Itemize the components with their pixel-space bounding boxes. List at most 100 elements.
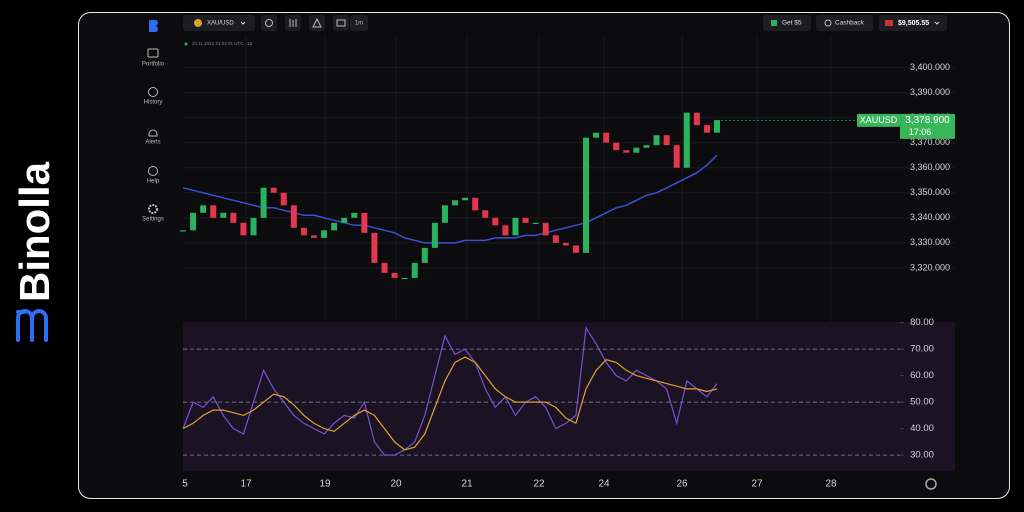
y-tick-label: 3,400.000 (910, 62, 950, 72)
x-tick-label: 22 (533, 479, 545, 490)
candle (663, 135, 670, 146)
timeframe[interactable]: 1m (355, 21, 363, 27)
candle (633, 147, 640, 153)
x-tick-label: 27 (751, 479, 763, 490)
x-tick-label: 19 (319, 479, 331, 490)
candle (411, 262, 418, 278)
dropdown-arrow (934, 21, 940, 25)
help-icon[interactable] (148, 166, 158, 176)
candle (552, 235, 559, 243)
nav-label[interactable]: Alerts (145, 140, 160, 146)
y-tick-label: 3,370.000 (910, 137, 950, 147)
tool-icon (312, 17, 322, 28)
y-tick-label: 3,320.000 (910, 262, 950, 272)
candle (250, 217, 257, 236)
x-tick-label: 28 (825, 479, 837, 490)
tool-icon (289, 19, 297, 27)
bonus-label[interactable]: Get $5 (782, 20, 802, 27)
tool-icon (265, 19, 273, 27)
chart-settings[interactable] (925, 478, 937, 490)
y-tick-label: 3,350.000 (910, 187, 950, 197)
candle (361, 212, 368, 233)
candle (371, 232, 378, 263)
app-logo (149, 20, 158, 32)
moving-average-line (182, 154, 718, 244)
nav-label[interactable]: Help (147, 179, 160, 185)
candle (270, 187, 277, 193)
candle (683, 112, 690, 168)
y-tick-label: 3,330.000 (910, 237, 950, 247)
y-tick-label: 40.00 (910, 423, 934, 434)
candle (391, 272, 398, 278)
bonus-icon (771, 20, 777, 26)
candle (703, 125, 710, 133)
x-tick-label: 24 (598, 479, 610, 490)
cashback-icon (824, 19, 832, 27)
balance-button[interactable] (879, 15, 947, 31)
candle (512, 217, 519, 236)
timeframe-button[interactable] (350, 15, 368, 31)
live-dot (184, 42, 188, 46)
account-flag (885, 20, 893, 26)
nav-label[interactable]: Settings (142, 217, 164, 223)
cashback-button[interactable] (816, 15, 873, 31)
price-tag-value: 3,378.900 (905, 115, 950, 126)
candle (603, 132, 610, 143)
candle (452, 200, 459, 206)
y-tick-label: 80.00 (910, 317, 934, 328)
x-tick-label: 20 (390, 479, 402, 490)
alerts-icon[interactable] (148, 129, 158, 137)
history-icon[interactable] (148, 87, 158, 97)
candle (593, 132, 600, 138)
y-tick-label: 50.00 (910, 397, 934, 408)
y-tick-label: 3,390.000 (910, 87, 950, 97)
charts: 3,400.0003,390.0003,380.0003,370.0003,36… (180, 35, 955, 490)
candle (673, 145, 680, 168)
candle (643, 145, 650, 148)
symbol[interactable]: XAU/USD (207, 21, 234, 27)
candle (260, 187, 267, 218)
candle (532, 222, 539, 225)
tool-button[interactable] (333, 15, 349, 31)
bonus-button[interactable] (763, 15, 811, 31)
candle (522, 217, 529, 223)
candle (693, 112, 700, 126)
portfolio-icon[interactable] (147, 48, 159, 58)
cashback-label[interactable]: Cashback (835, 20, 865, 27)
candle (331, 222, 338, 231)
candle (492, 217, 499, 226)
settings-icon[interactable] (148, 204, 158, 214)
price-tag-name-bg (857, 113, 900, 127)
tool-button[interactable] (309, 15, 325, 31)
y-tick-label: 3,340.000 (910, 212, 950, 222)
y-tick-label: 60.00 (910, 370, 934, 381)
timestamp: 23.11.2021 21:04:31 UTC +10 (192, 41, 253, 46)
candle (200, 205, 207, 213)
indicator-line (182, 326, 718, 456)
candle (300, 227, 307, 236)
symbol-flag (194, 19, 202, 27)
candle (180, 230, 186, 232)
candle (351, 212, 358, 218)
candle (220, 212, 227, 218)
balance[interactable]: $9,505.55 (898, 20, 929, 27)
y-tick-label: 3,360.000 (910, 162, 950, 172)
candle (321, 230, 328, 238)
tool-button[interactable] (261, 15, 277, 31)
candle (502, 225, 509, 236)
indicator-line (182, 356, 718, 451)
x-tick-label: 21 (461, 479, 473, 490)
x-tick-label: 5 (182, 479, 188, 490)
x-tick-label: 17 (240, 479, 252, 490)
candle (482, 210, 489, 218)
candle (583, 137, 590, 253)
toolbar: XAU/USD 1m Get $5 Cashback $9,505.55 (183, 15, 947, 31)
nav-label[interactable]: Portfolio (142, 62, 165, 68)
candle (230, 212, 237, 223)
symbol-selector[interactable] (183, 15, 255, 31)
indicator-pane (183, 322, 955, 471)
candle (462, 197, 469, 201)
nav-label[interactable]: History (144, 100, 163, 106)
sidebar: Portfolio History Alerts Help Settings (142, 20, 165, 223)
candle (401, 277, 408, 280)
